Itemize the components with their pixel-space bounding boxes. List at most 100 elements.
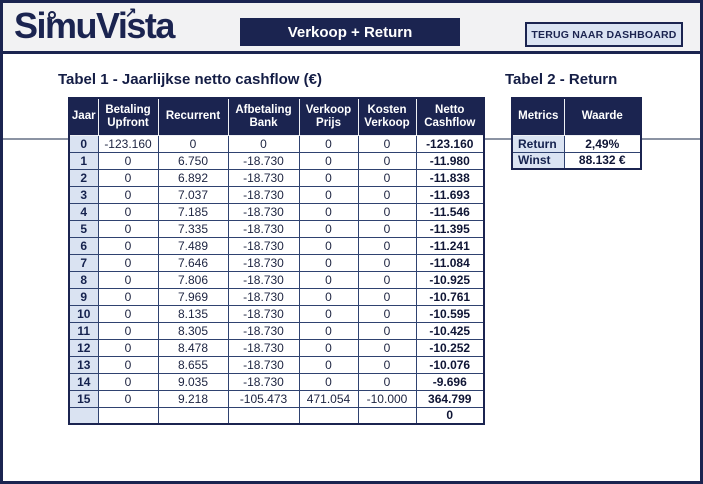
table-cell: 0 [357,219,417,238]
table-cell: 1 [68,151,99,170]
table-row: 12 0 8.478 -18.730 0 0 -10.252 [68,338,485,357]
return-metrics-table: Metrics Waarde Return 2,49% Winst 88.132 € [511,97,642,170]
app-logo-text: SimuVista [14,5,175,46]
table-cell: 6.892 [157,168,229,187]
table-cell: -18.730 [227,372,300,391]
table-cell: -11.693 [415,185,485,204]
table-row: 15 0 9.218 -105.473 471.054 -10.000 364.799 [68,389,485,408]
table-cell: 0 [357,168,417,187]
table-cell: -10.252 [415,338,485,357]
table-cell: -10.000 [357,389,417,408]
table-cell: 8.305 [157,321,229,340]
table-cell: 0 [298,168,359,187]
table-cell: 0 [97,219,159,238]
table-cell: 0 [97,338,159,357]
table-cell: 14 [68,372,99,391]
table-cell: 0 [357,355,417,374]
table-cell: 0 [298,355,359,374]
table-cell: 0 [298,321,359,340]
table-cell: 0 [357,338,417,357]
app-logo: SimuVista ↗ [14,4,175,47]
table-cell: 0 [298,151,359,170]
table-cell: 0 [97,372,159,391]
table-cell: 8.655 [157,355,229,374]
table-cell: 2,49% [563,134,642,153]
table-cell: 0 [298,287,359,306]
cashflow-table-body: 0 -123.160 0 0 0 0 -123.160 1 0 6.750 -18.730 0 0 -11… [68,134,485,425]
table-cell: 0 [97,168,159,187]
table-cell: 7.037 [157,185,229,204]
column-header: Jaar [68,97,99,136]
table-row: 11 0 8.305 -18.730 0 0 -10.425 [68,321,485,340]
table-cell: -18.730 [227,321,300,340]
table-cell: 6 [68,236,99,255]
table-cell: Return [511,134,565,153]
table-cell: 0 [357,321,417,340]
table-cell: -18.730 [227,304,300,323]
table-row: 8 0 7.806 -18.730 0 0 -10.925 [68,270,485,289]
table-cell: 0 [357,185,417,204]
table-cell: -10.925 [415,270,485,289]
back-to-dashboard-label: TERUG NAAR DASHBOARD [531,28,677,41]
table-cell: 2 [68,168,99,187]
table-row: 0 -123.160 0 0 0 0 -123.160 [68,134,485,153]
cashflow-table-header: Jaar Betaling Upfront Recurrent Afbetaling … [68,97,485,136]
table-cell: -11.980 [415,151,485,170]
table-cell: 7.969 [157,287,229,306]
column-header: Betaling Upfront [97,97,159,136]
table-cell: -123.160 [415,134,485,153]
table-cell: -18.730 [227,236,300,255]
table-cell: -10.425 [415,321,485,340]
table-cell: -18.730 [227,287,300,306]
table-cell: 0 [357,236,417,255]
table1-title: Tabel 1 - Jaarlijkse netto cashflow (€) [58,71,322,88]
table-cell: 0 [298,202,359,221]
page-title: Verkoop + Return [287,23,413,41]
table-row: 1 0 6.750 -18.730 0 0 -11.980 [68,151,485,170]
growth-arrow-icon: ↗ [125,4,137,20]
back-to-dashboard-button[interactable]: TERUG NAAR DASHBOARD [525,22,683,47]
table-row: 5 0 7.335 -18.730 0 0 -11.395 [68,219,485,238]
table-cell: 0 [157,134,229,153]
table-cell: 9 [68,287,99,306]
table-cell: 0 [97,321,159,340]
table-row: Winst 88.132 € [511,151,642,170]
table-cell: 0 [298,372,359,391]
table-row: 3 0 7.037 -18.730 0 0 -11.693 [68,185,485,204]
table-cell: 0 [97,287,159,306]
table-cell: 0 [97,202,159,221]
table-cell: -105.473 [227,389,300,408]
table-cell: 0 [415,406,485,425]
table-cell: -18.730 [227,151,300,170]
table-cell: -18.730 [227,219,300,238]
table-cell: 8 [68,270,99,289]
table-cell: 88.132 € [563,151,642,170]
table-cell: 0 [298,304,359,323]
table-cell: -11.241 [415,236,485,255]
table-cell: 0 [357,287,417,306]
column-header: Afbetaling Bank [227,97,300,136]
table-cell: 0 [357,270,417,289]
table-cell [298,406,359,425]
table-cell: 0 [68,134,99,153]
table-cell: 13 [68,355,99,374]
table-cell: -11.395 [415,219,485,238]
table-cell: -10.761 [415,287,485,306]
table-cell: 0 [357,372,417,391]
column-header: Metrics [511,97,565,136]
table-cell: -18.730 [227,185,300,204]
table-cell: 0 [97,151,159,170]
table-cell: 8.135 [157,304,229,323]
table-cell [157,406,229,425]
table-row: Return 2,49% [511,134,642,153]
cashflow-table: Jaar Betaling Upfront Recurrent Afbetaling … [68,97,485,425]
table-cell: 12 [68,338,99,357]
table2-title: Tabel 2 - Return [505,71,618,88]
table-cell: -10.595 [415,304,485,323]
table-cell: 0 [357,151,417,170]
table-cell: -18.730 [227,355,300,374]
table-cell: 7 [68,253,99,272]
table-row: 14 0 9.035 -18.730 0 0 -9.696 [68,372,485,391]
table-row: 6 0 7.489 -18.730 0 0 -11.241 [68,236,485,255]
table-cell: 9.218 [157,389,229,408]
